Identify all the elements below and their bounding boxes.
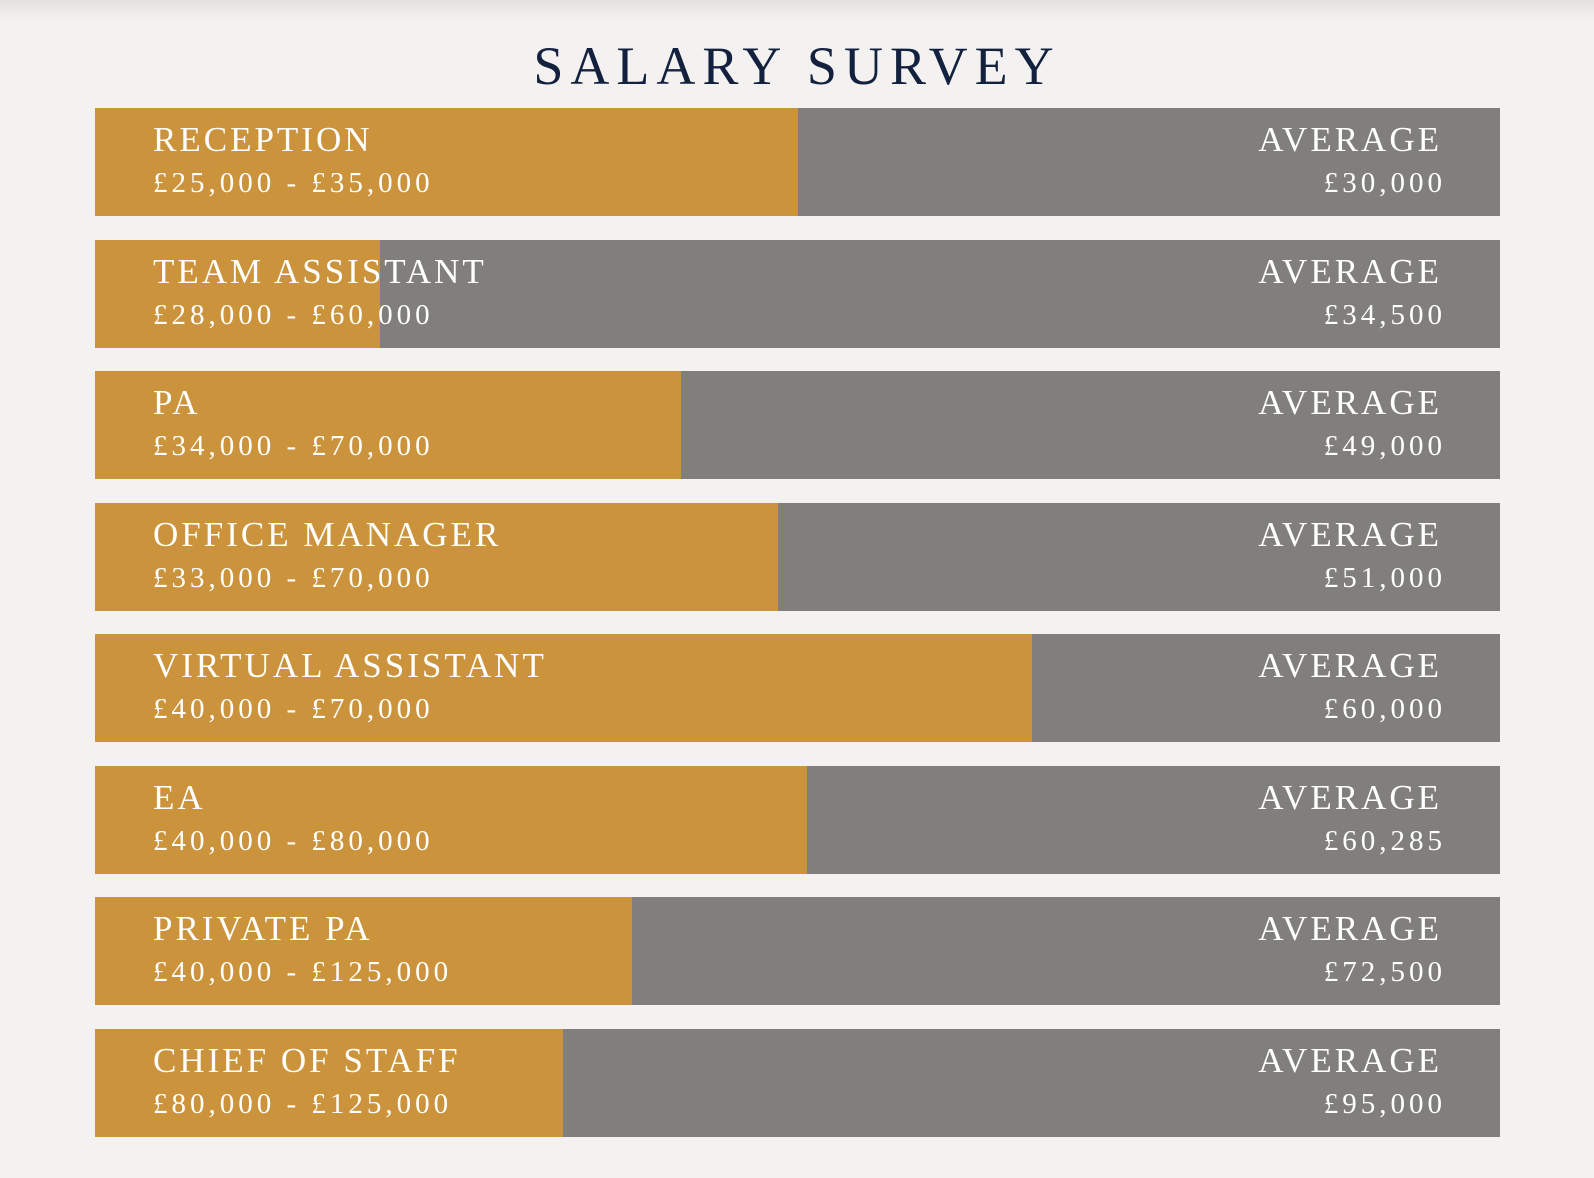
- salary-row: TEAM ASSISTANT £28,000 - £60,000 AVERAGE £3…: [95, 239, 1500, 348]
- salary-bar-fill: [95, 634, 1032, 742]
- average-label: AVERAGE: [1258, 251, 1442, 291]
- salary-bar-fill: [95, 239, 380, 348]
- average-value: £51,000: [1323, 561, 1446, 594]
- salary-bar-fill: [95, 1028, 563, 1137]
- page-title: SALARY SURVEY: [533, 36, 1061, 96]
- salary-row: VIRTUAL ASSISTANT £40,000 - £70,000 AVERAG…: [95, 634, 1500, 742]
- salary-range-label: £40,000 - £80,000: [153, 824, 434, 857]
- role-label: EA: [153, 777, 206, 817]
- average-value: £95,000: [1323, 1087, 1446, 1120]
- salary-range-label: £25,000 - £35,000: [153, 167, 434, 199]
- average-value: £60,285: [1323, 824, 1446, 857]
- role-label: VIRTUAL ASSISTANT: [153, 646, 547, 685]
- average-value: £34,500: [1323, 298, 1446, 331]
- average-value: £60,000: [1323, 693, 1446, 725]
- role-label: PRIVATE PA: [153, 909, 373, 948]
- salary-row: OFFICE MANAGER £33,000 - £70,000 AVERAGE £5…: [95, 502, 1500, 611]
- salary-bar-fill: [95, 502, 778, 611]
- average-value: £49,000: [1323, 430, 1446, 462]
- salary-row: PA £34,000 - £70,000 AVERAGE £49,000: [95, 371, 1500, 479]
- salary-row: RECEPTION £25,000 - £35,000 AVERAGE £30,000: [95, 108, 1500, 216]
- top-shadow: [0, 0, 1594, 22]
- salary-range-label: £28,000 - £60,000: [153, 298, 434, 331]
- salary-range-label: £34,000 - £70,000: [153, 430, 434, 462]
- salary-range-label: £40,000 - £125,000: [153, 956, 453, 988]
- salary-row: CHIEF OF STAFF £80,000 - £125,000 AVERAGE £…: [95, 1028, 1500, 1137]
- role-label: PA: [153, 383, 201, 422]
- role-label: OFFICE MANAGER: [153, 514, 502, 554]
- salary-bar-fill: [95, 765, 807, 874]
- average-value: £72,500: [1323, 956, 1446, 988]
- salary-bar-chart: RECEPTION £25,000 - £35,000 AVERAGE £30,000…: [95, 108, 1500, 1160]
- average-label: AVERAGE: [1258, 777, 1442, 817]
- average-label: AVERAGE: [1258, 383, 1442, 422]
- average-label: AVERAGE: [1258, 120, 1442, 159]
- average-label: AVERAGE: [1258, 646, 1442, 685]
- average-label: AVERAGE: [1258, 1040, 1442, 1080]
- salary-range-label: £33,000 - £70,000: [153, 561, 434, 594]
- salary-bar-fill: [95, 897, 632, 1005]
- salary-range-label: £80,000 - £125,000: [153, 1087, 453, 1120]
- role-label: RECEPTION: [153, 120, 373, 159]
- salary-row: EA £40,000 - £80,000 AVERAGE £60,285: [95, 765, 1500, 874]
- average-value: £30,000: [1323, 167, 1446, 199]
- salary-bar-fill: [95, 371, 681, 479]
- average-label: AVERAGE: [1258, 909, 1442, 948]
- salary-bar-fill: [95, 108, 798, 216]
- salary-row: PRIVATE PA £40,000 - £125,000 AVERAGE £72,5…: [95, 897, 1500, 1005]
- role-label: TEAM ASSISTANT: [153, 251, 487, 291]
- salary-range-label: £40,000 - £70,000: [153, 693, 434, 725]
- role-label: CHIEF OF STAFF: [153, 1040, 461, 1080]
- average-label: AVERAGE: [1258, 514, 1442, 554]
